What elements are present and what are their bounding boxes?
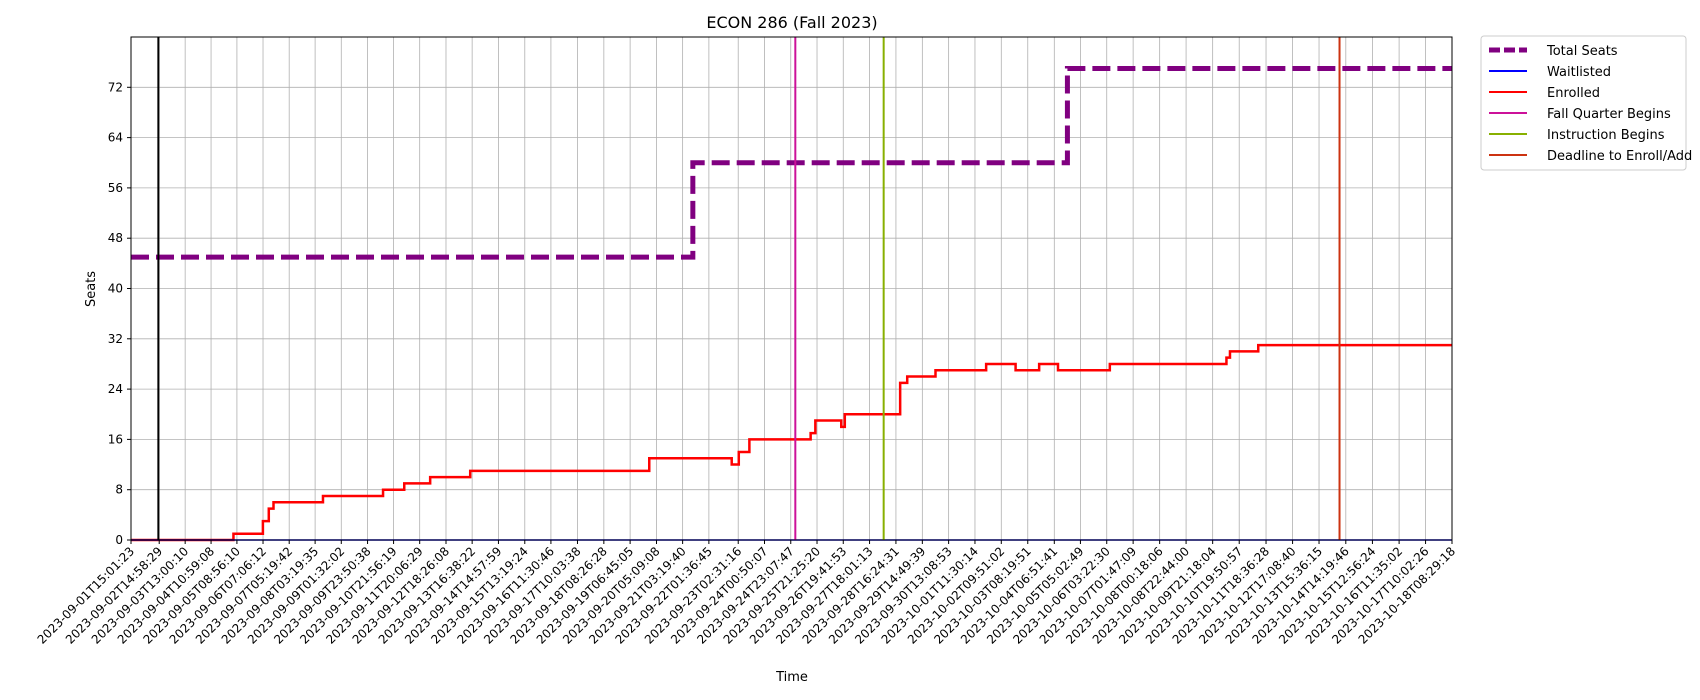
legend-label: Fall Quarter Begins xyxy=(1547,107,1671,122)
legend-label: Deadline to Enroll/Add xyxy=(1547,149,1692,164)
y-tick-label: 40 xyxy=(108,282,123,296)
y-axis-ticks: 0 8 16 24 32 40 48 56 64 72 xyxy=(108,80,131,547)
y-tick-label: 48 xyxy=(108,231,123,245)
y-tick-label: 64 xyxy=(108,131,123,145)
legend: Total Seats Waitlisted Enrolled Fall Quarte… xyxy=(1480,35,1692,171)
y-tick-label: 56 xyxy=(108,181,123,195)
y-tick-label: 72 xyxy=(108,80,123,94)
y-tick-label: 32 xyxy=(108,332,123,346)
series-line-total-seats xyxy=(131,65,1452,260)
y-tick-label: 24 xyxy=(108,382,123,396)
legend-label: Enrolled xyxy=(1547,86,1600,101)
legend-box xyxy=(1480,35,1687,171)
event-lines xyxy=(157,37,1341,540)
y-axis-label: Seats xyxy=(84,271,99,307)
x-axis-label: Time xyxy=(775,670,808,685)
series-line-enrolled xyxy=(131,343,1452,542)
chart-title: ECON 286 (Fall 2023) xyxy=(706,13,877,32)
legend-label: Instruction Begins xyxy=(1547,128,1665,143)
y-tick-label: 0 xyxy=(115,533,123,547)
y-tick-label: 8 xyxy=(115,483,123,497)
legend-label: Total Seats xyxy=(1546,44,1618,59)
y-tick-label: 16 xyxy=(108,432,123,446)
grid-lines xyxy=(130,37,1453,541)
x-axis-ticks: 2023-09-01T15:01:232023-09-02T14:58:2920… xyxy=(35,540,1458,647)
series-layer xyxy=(131,65,1452,542)
legend-label: Waitlisted xyxy=(1547,65,1611,80)
